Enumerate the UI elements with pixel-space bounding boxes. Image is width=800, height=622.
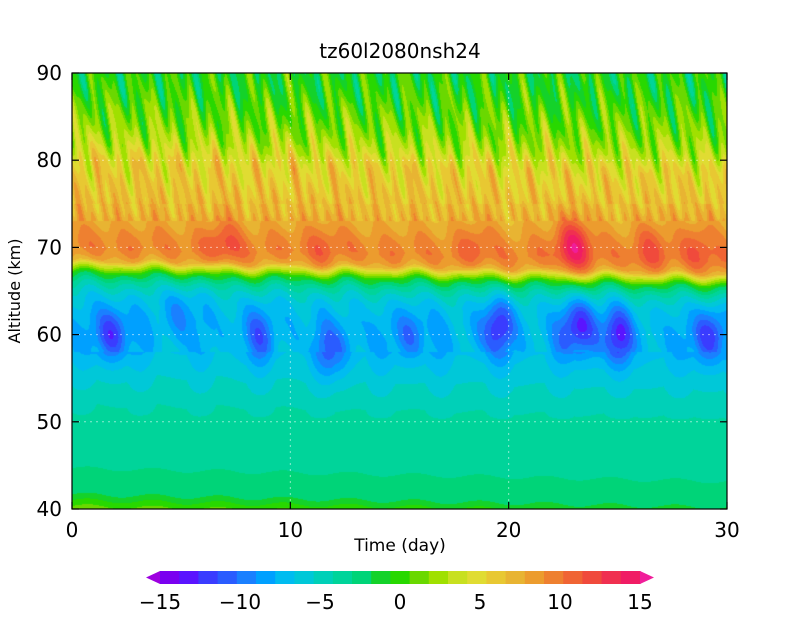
colorbar-swatch (601, 571, 622, 584)
y-tick-label: 50 (37, 410, 62, 434)
colorbar-swatch (486, 571, 507, 584)
colorbar-swatch (448, 571, 468, 584)
x-axis-label: Time (day) (353, 536, 446, 556)
colorbar-swatch (582, 571, 603, 584)
x-axis: 0 10 20 30 (66, 73, 740, 542)
colorbar-swatch (332, 571, 353, 584)
plot-frame (71, 72, 728, 510)
colorbar-swatch (390, 571, 411, 584)
colorbar-swatch (179, 571, 199, 584)
colorbar-tick-label: −5 (305, 590, 334, 614)
colorbar-tick-label: −10 (219, 590, 261, 614)
y-tick-label: 40 (37, 497, 62, 521)
x-tick-label: 10 (278, 518, 303, 542)
y-tick-label: 80 (37, 148, 62, 172)
contour-plot-area (72, 73, 727, 509)
colorbar: −15 −10 −5 0 5 10 15 (139, 571, 654, 614)
y-tick-label: 90 (37, 61, 62, 85)
y-tick-label: 70 (37, 235, 62, 259)
colorbar-swatch (198, 571, 219, 584)
colorbar-swatch (275, 571, 295, 584)
colorbar-swatch (217, 571, 238, 584)
colorbar-swatch (256, 571, 276, 584)
colorbar-swatch (294, 571, 315, 584)
chart-title: tz60l2080nsh24 (319, 39, 480, 63)
colorbar-swatch (505, 571, 526, 584)
x-tick-label: 20 (496, 518, 521, 542)
x-tick-label: 30 (714, 518, 739, 542)
colorbar-swatch (160, 571, 180, 584)
colorbar-under-arrow (146, 571, 160, 584)
y-axis-label: Altitude (km) (5, 239, 24, 344)
colorbar-swatch (236, 571, 257, 584)
colorbar-tick-label: 15 (627, 590, 652, 614)
y-axis: 40 50 60 70 80 90 (37, 61, 727, 521)
colorbar-tick-label: −15 (139, 590, 181, 614)
colorbar-swatch (409, 571, 430, 584)
colorbar-swatch (467, 571, 487, 584)
colorbar-tick-label: 0 (394, 590, 407, 614)
x-tick-label: 0 (66, 518, 79, 542)
colorbar-swatch (428, 571, 449, 584)
colorbar-swatch (524, 571, 545, 584)
grid-lines (72, 73, 727, 509)
colorbar-tick-label: 10 (547, 590, 572, 614)
colorbar-swatch (371, 571, 391, 584)
colorbar-over-arrow (640, 571, 654, 584)
colorbar-tick-label: 5 (474, 590, 487, 614)
colorbar-swatch (352, 571, 372, 584)
colorbar-swatch (544, 571, 564, 584)
colorbar-swatch (313, 571, 334, 584)
colorbar-swatch (563, 571, 583, 584)
colorbar-swatch (620, 571, 641, 584)
y-tick-label: 60 (37, 323, 62, 347)
